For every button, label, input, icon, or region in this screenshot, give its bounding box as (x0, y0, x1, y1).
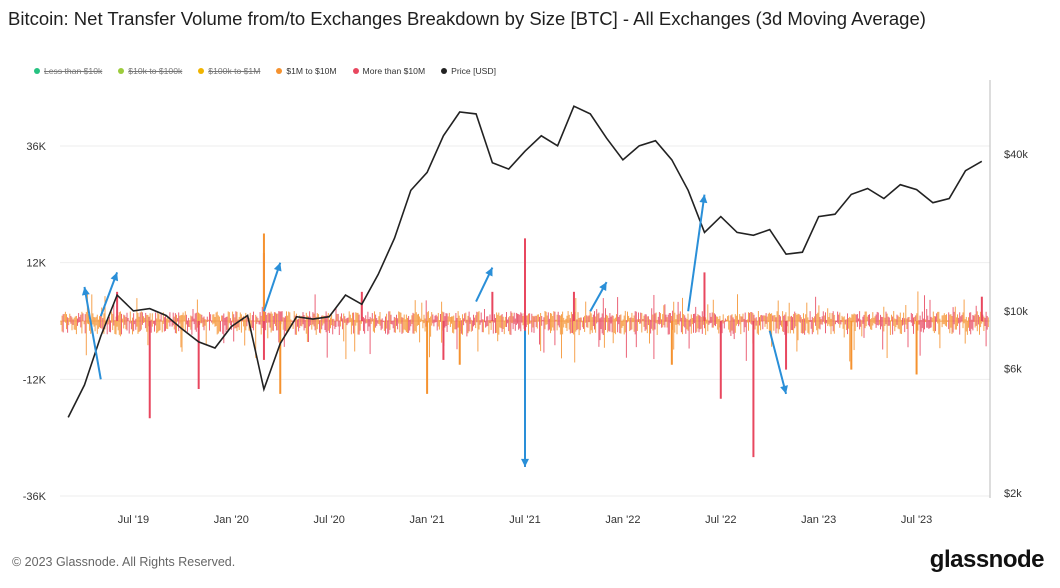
legend-label: Less than $10k (44, 66, 103, 76)
legend-item-100k-to-1m[interactable]: $100k to $1M (198, 66, 260, 76)
chart-legend: Less than $10k $10k to $100k $100k to $1… (34, 66, 496, 76)
x-tick-label: Jul '22 (705, 514, 736, 526)
annotation-arrow (589, 281, 608, 312)
legend-label: $1M to $10M (286, 66, 337, 76)
x-tick-label: Jan '21 (410, 514, 445, 526)
annotation-arrow (475, 267, 494, 302)
x-tick-label: Jan '23 (801, 514, 836, 526)
legend-label: More than $10M (362, 66, 426, 76)
legend-swatch (34, 68, 40, 74)
x-axis: Jul '19 Jan '20 Jul '20 Jan '21 Jul '21 Jan '… (118, 514, 933, 526)
annotation-arrow (262, 262, 282, 312)
legend-label: Price [USD] (451, 66, 497, 76)
legend-swatch (198, 68, 205, 74)
x-tick-label: Jul '21 (509, 514, 540, 526)
x-tick-label: Jul '19 (118, 514, 149, 526)
x-tick-label: Jan '22 (605, 514, 640, 526)
y-axis-right: $40k $10k $6k $2k (1004, 149, 1028, 500)
legend-item-1m-to-10m[interactable]: $1M to $10M (276, 66, 337, 76)
legend-swatch (352, 68, 359, 74)
legend-label: $100k to $1M (208, 66, 261, 76)
annotation-arrow (99, 272, 119, 317)
copyright-text: © 2023 Glassnode. All Rights Reserved. (12, 555, 236, 569)
legend-item-10k-to-100k[interactable]: $10k to $100k (118, 66, 182, 76)
y-right-tick-label: $2k (1004, 488, 1022, 500)
legend-swatch (276, 68, 283, 74)
price-line (67, 105, 983, 418)
annotation-arrow (768, 330, 788, 395)
glassnode-logo[interactable]: glassnode (929, 546, 1045, 573)
y-right-tick-label: $10k (1004, 306, 1028, 318)
y-left-tick-label: 12K (26, 258, 46, 270)
x-tick-label: Jul '20 (313, 514, 344, 526)
legend-item-price[interactable]: Price [USD] (441, 66, 496, 76)
y-left-tick-label: -12K (23, 374, 47, 386)
bar-spikes (116, 233, 983, 467)
y-right-tick-label: $6k (1004, 364, 1022, 376)
chart-title: Bitcoin: Net Transfer Volume from/to Exc… (8, 8, 926, 29)
annotation-arrow (521, 330, 529, 467)
y-axis-left: 36K 12K -12K -36K (23, 141, 47, 503)
annotation-arrow (687, 194, 708, 312)
bar-series (60, 291, 989, 363)
legend-label: $10k to $100k (128, 66, 183, 76)
legend-item-more-than-10m[interactable]: More than $10M (352, 66, 426, 76)
legend-swatch (118, 68, 125, 74)
legend-swatch (441, 68, 448, 74)
legend-item-less-than-10k[interactable]: Less than $10k (34, 66, 102, 76)
y-left-tick-label: -36K (23, 491, 47, 503)
y-left-tick-label: 36K (26, 141, 46, 153)
annotation-arrows (81, 194, 788, 467)
x-tick-label: Jul '23 (901, 514, 932, 526)
y-right-tick-label: $40k (1004, 149, 1028, 161)
annotation-arrow (81, 286, 102, 380)
x-tick-label: Jan '20 (214, 514, 249, 526)
